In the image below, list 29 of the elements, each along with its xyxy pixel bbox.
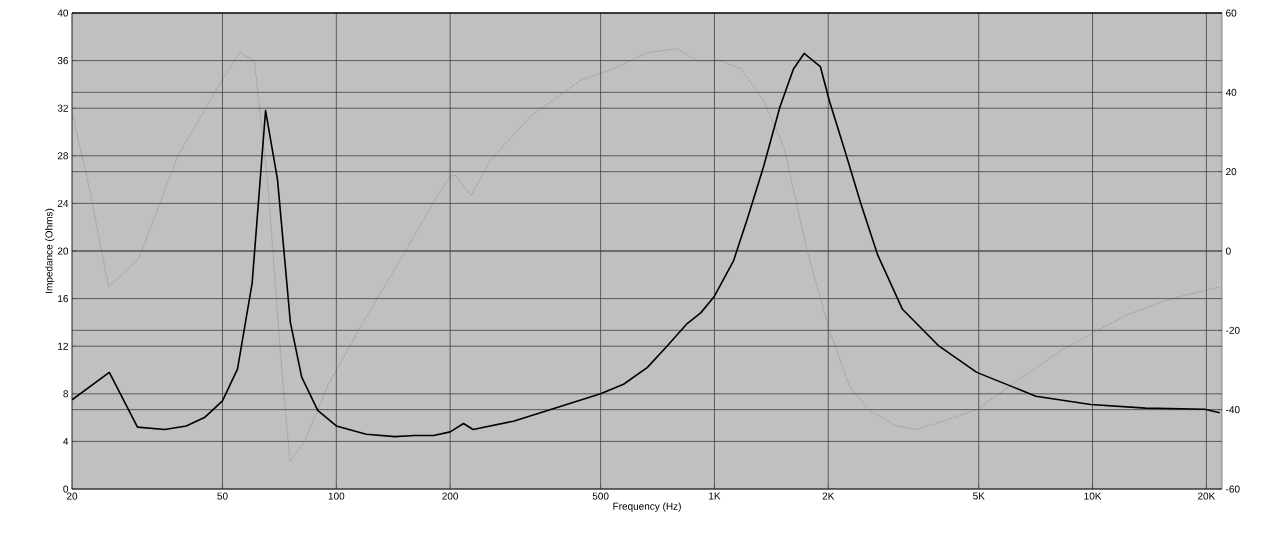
y-tick-label: 40 (57, 9, 69, 17)
y-tick-label: 8 (63, 390, 69, 398)
y-tick-label: 20 (57, 247, 69, 255)
y-tick-label: 28 (57, 152, 69, 160)
y2-tick-label: -20 (1226, 326, 1240, 334)
x-tick-label: 500 (592, 492, 609, 500)
y2-tick-label: -40 (1226, 406, 1240, 414)
x-tick-label: 1K (709, 492, 721, 500)
x-tick-label: 5K (973, 492, 985, 500)
x-tick-label: 10K (1084, 492, 1102, 500)
x-tick-label: 100 (328, 492, 345, 500)
x-tick-label: 20K (1197, 492, 1216, 500)
y2-tick-label: 60 (1226, 9, 1237, 17)
y2-tick-label: 20 (1226, 168, 1237, 176)
y-tick-label: 24 (57, 199, 69, 207)
y-tick-label: 36 (57, 57, 69, 65)
y2-tick-label: -60 (1226, 485, 1240, 493)
y-tick-label: 16 (58, 295, 69, 303)
y2-tick-label: 40 (1225, 88, 1237, 96)
x-tick-label: 2K (822, 492, 835, 500)
y2-tick-label: 0 (1225, 247, 1231, 255)
y-tick-label: 12 (58, 342, 68, 350)
y-axis-title: Impedance (Ohms) (45, 208, 55, 293)
x-tick-label: 50 (217, 492, 228, 500)
y-tick-label: 32 (57, 104, 68, 112)
y-tick-label: 0 (63, 485, 69, 493)
x-axis-title: Frequency (Hz) (613, 502, 681, 512)
x-tick-label: 200 (442, 492, 459, 500)
y-tick-label: 4 (63, 437, 69, 445)
